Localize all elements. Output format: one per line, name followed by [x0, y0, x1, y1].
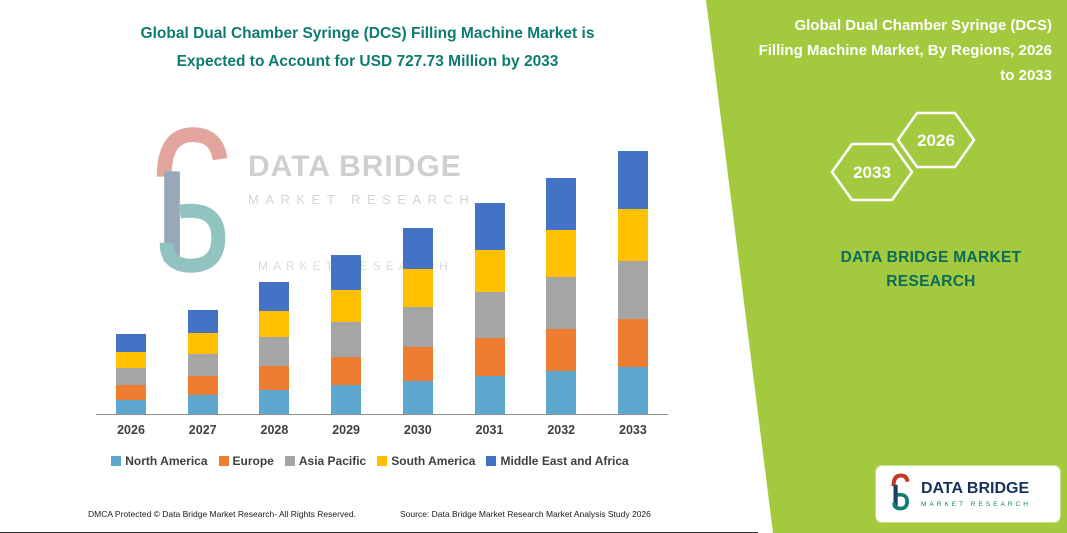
legend-item: South America: [377, 454, 475, 468]
bar-segment: [116, 399, 146, 414]
bar-segment: [617, 150, 648, 209]
legend-item: Asia Pacific: [284, 454, 367, 468]
bar-segment: [617, 261, 648, 320]
legend-swatch: [218, 456, 229, 466]
bar-segment: [474, 291, 505, 338]
bar-segment: [187, 309, 218, 333]
year-hexagons: 2033 2026: [826, 106, 986, 215]
bar-segment: [259, 282, 290, 311]
bar-segment: [402, 228, 433, 270]
bar-segment: [259, 310, 290, 338]
dmca-notice: DMCA Protected © Data Bridge Market Rese…: [88, 509, 356, 519]
bar-segment: [331, 356, 362, 386]
bar-segment: [617, 208, 648, 262]
stacked-bar-2033: [617, 150, 648, 414]
bar-segment: [331, 289, 362, 322]
legend-item: North America: [111, 454, 208, 468]
bar-segment: [331, 385, 362, 414]
stacked-bar-2031: [474, 203, 505, 414]
x-tick-label: 2029: [332, 423, 361, 437]
hexagon-2033: [830, 142, 914, 202]
bar-segment: [331, 255, 362, 290]
bar-segment: [402, 380, 433, 414]
bar-segment: [546, 177, 577, 230]
chart-headline-line2: Expected to Account for USD 727.73 Milli…: [176, 52, 559, 70]
bar-segment: [546, 371, 577, 414]
x-tick-label: 2033: [619, 423, 647, 437]
legend-swatch: [284, 456, 295, 466]
chart-headline: Global Dual Chamber Syringe (DCS) Fillin…: [40, 20, 695, 76]
bar-segment: [402, 269, 433, 307]
hexagon-2026-label: 2026: [917, 131, 955, 150]
legend-label: South America: [391, 454, 476, 468]
legend-label: Asia Pacific: [298, 454, 367, 468]
stacked-bar-2030: [402, 228, 433, 414]
bar-segment: [259, 366, 290, 391]
legend-swatch: [111, 456, 122, 466]
bar-segment: [617, 366, 648, 414]
stacked-bar-2028: [259, 282, 290, 414]
x-tick-label: 2030: [403, 423, 432, 437]
brand-caption: DATA BRIDGE MARKET RESEARCH: [840, 249, 1022, 291]
bar-segment: [546, 276, 577, 329]
bar-segment: [474, 376, 505, 414]
x-axis-labels: 2026 2027 2028 2029 2030 2031 2032 2033: [96, 423, 668, 437]
bar-segment: [474, 203, 505, 250]
bar-segment: [259, 337, 290, 367]
legend-item: Europe: [218, 454, 274, 468]
stacked-bar-2027: [187, 309, 218, 414]
bar-segment: [259, 390, 290, 414]
bar-segment: [116, 385, 146, 400]
hexagon-2026: [896, 111, 976, 169]
bar-segment: [116, 351, 146, 368]
legend-swatch: [486, 456, 497, 466]
bar-segment: [402, 306, 433, 348]
right-panel-title: Global Dual Chamber Syringe (DCS) Fillin…: [758, 17, 1052, 84]
databridge-logo-card: DATA BRIDGE MARKET RESEARCH: [876, 466, 1060, 522]
databridge-logo-icon: [891, 473, 910, 511]
bar-segment: [617, 319, 648, 367]
x-tick-label: 2026: [117, 423, 145, 437]
logo-card-title: DATA BRIDGE: [921, 480, 1030, 497]
bar-segment: [187, 376, 218, 396]
stacked-bar-2026: [116, 334, 146, 414]
bar-segment: [402, 347, 433, 381]
legend-swatch: [377, 456, 388, 466]
bar-segment: [187, 332, 218, 354]
bar-segment: [187, 353, 218, 377]
chart-headline-line1: Global Dual Chamber Syringe (DCS) Fillin…: [140, 25, 595, 42]
x-tick-label: 2031: [475, 423, 504, 437]
legend-label: North America: [125, 454, 208, 468]
plot-area: [96, 140, 668, 415]
bar-segment: [187, 395, 218, 414]
chart-legend: North America Europe Asia Pacific South Ame…: [55, 454, 685, 468]
logo-card-subtitle: MARKET RESEARCH: [921, 501, 1031, 508]
bar-segment: [546, 328, 577, 372]
bar-segment: [116, 334, 146, 352]
legend-item: Middle East and Africa: [486, 454, 629, 468]
bar-segment: [474, 249, 505, 292]
source-note: Source: Data Bridge Market Research Mark…: [400, 509, 651, 519]
hexagon-2033-label: 2033: [853, 163, 891, 182]
x-tick-label: 2027: [188, 423, 217, 437]
bar-segment: [474, 338, 505, 376]
x-tick-label: 2028: [260, 423, 289, 437]
legend-label: Middle East and Africa: [500, 454, 629, 468]
bar-segment: [331, 321, 362, 357]
stacked-bar-2029: [331, 255, 362, 414]
x-tick-label: 2032: [547, 423, 576, 437]
legend-label: Europe: [232, 454, 274, 468]
bar-segment: [546, 229, 577, 277]
stacked-bar-2032: [546, 177, 577, 414]
bar-segment: [116, 367, 146, 385]
